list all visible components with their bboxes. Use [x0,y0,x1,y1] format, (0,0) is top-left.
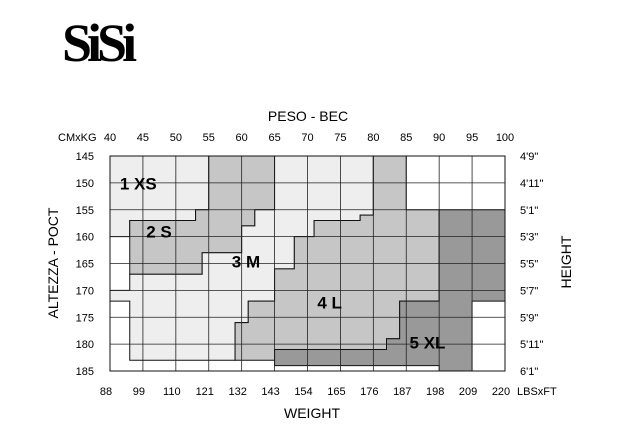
tick-label-ft: 4'9" [520,151,538,163]
size-label: 3 M [232,252,260,271]
tick-label-ft: 5'7" [520,285,538,297]
tick-label-ft: 4'11" [520,178,544,190]
y-axis-label: ALTEZZA - POCT [45,207,61,318]
tick-label-kg: 60 [236,132,248,144]
tick-label-cm: 145 [76,151,94,163]
tick-label-lbs: 88 [100,386,112,398]
tick-label-lbs: 143 [261,386,279,398]
brand-logo: SiSi [62,13,137,73]
tick-label-cm: 160 [76,232,94,244]
tick-label-lbs: 198 [426,386,444,398]
tick-label-kg: 45 [137,132,149,144]
tick-label-cm: 165 [76,259,94,271]
tick-label-cm: 155 [76,205,94,217]
unit-label-bottom: LBSxFT [517,386,557,398]
chart-frame [109,155,506,372]
size-label: 1 XS [120,174,157,193]
tick-label-kg: 75 [334,132,346,144]
tick-label-cm: 180 [76,339,94,351]
size-label: 5 XL [410,333,446,352]
tick-label-cm: 185 [76,366,94,378]
tick-label-kg: 65 [268,132,280,144]
tick-label-kg: 55 [203,132,215,144]
tick-label-kg: 70 [301,132,313,144]
chart-title: PESO - BEC [268,108,348,124]
tick-label-kg: 85 [400,132,412,144]
tick-label-ft: 5'11" [520,339,544,351]
x-axis-label: WEIGHT [284,405,340,421]
tick-label-ft: 6'1" [520,366,538,378]
tick-label-lbs: 220 [492,386,510,398]
tick-label-cm: 175 [76,312,94,324]
tick-label-lbs: 110 [163,386,181,398]
tick-label-kg: 90 [433,132,445,144]
tick-label-kg: 95 [466,132,478,144]
tick-label-lbs: 176 [360,386,378,398]
tick-label-kg: 80 [367,132,379,144]
tick-label-cm: 150 [76,178,94,190]
unit-label-top: CMxKG [58,132,97,144]
tick-label-lbs: 99 [133,386,145,398]
size-label: 2 S [146,223,172,242]
size-label: 4 L [317,294,342,313]
tick-label-ft: 5'9" [520,312,538,324]
tick-label-kg: 50 [170,132,182,144]
tick-label-lbs: 165 [327,386,345,398]
tick-label-lbs: 209 [459,386,477,398]
tick-label-ft: 5'1" [520,205,538,217]
tick-label-cm: 170 [76,285,94,297]
tick-label-lbs: 154 [294,386,312,398]
tick-label-ft: 5'5" [520,259,538,271]
chart-labels: 1 XS 2 S 3 M 4 L 5 XL 40 45 50 55 60 65 70 75 80 85 90 9… [45,108,574,421]
tick-label-kg: 40 [104,132,116,144]
y-axis-label-right: HEIGHT [558,235,574,288]
tick-label-ft: 5'3" [520,232,538,244]
chart-grid [109,155,506,372]
tick-label-kg: 100 [496,132,514,144]
tick-label-lbs: 121 [196,386,214,398]
tick-label-lbs: 132 [228,386,246,398]
tick-label-lbs: 187 [393,386,411,398]
